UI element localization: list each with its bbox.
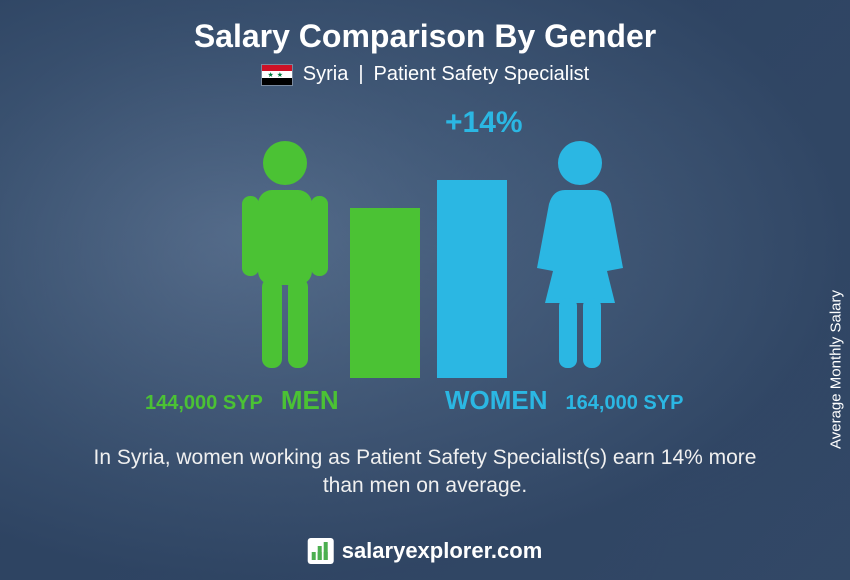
women-salary-text: 164,000 SYP	[566, 392, 684, 415]
male-icon	[230, 138, 340, 378]
chart-area: +14% 144,00	[125, 106, 725, 436]
footer: salaryexplorer.com	[308, 538, 543, 564]
women-label-row: WOMEN 164,000 SYP	[445, 385, 683, 416]
infographic-content: Salary Comparison By Gender ★★ Syria | P…	[0, 0, 850, 580]
logo-icon	[308, 538, 334, 564]
women-bar	[437, 180, 507, 378]
flag-stars-icon: ★★	[267, 71, 286, 79]
men-bar	[350, 208, 420, 378]
men-label-row: 144,000 SYP MEN	[145, 385, 339, 416]
syria-flag-icon: ★★	[261, 64, 293, 86]
female-icon	[525, 138, 635, 378]
male-svg-icon	[230, 138, 340, 373]
men-gender-text: MEN	[281, 385, 339, 416]
percent-callout: +14%	[445, 106, 523, 140]
female-svg-icon	[525, 138, 635, 373]
description-text: In Syria, women working as Patient Safet…	[75, 444, 775, 501]
page-title: Salary Comparison By Gender	[194, 18, 656, 55]
women-gender-text: WOMEN	[445, 385, 548, 416]
flag-stripe-bot	[262, 78, 292, 85]
men-salary-text: 144,000 SYP	[145, 392, 263, 415]
country-text: Syria	[303, 63, 349, 86]
separator-text: |	[358, 63, 363, 86]
y-axis-label: Average Monthly Salary	[828, 290, 845, 449]
footer-text: salaryexplorer.com	[342, 538, 543, 564]
subtitle-row: ★★ Syria | Patient Safety Specialist	[261, 63, 589, 86]
role-text: Patient Safety Specialist	[374, 63, 590, 86]
